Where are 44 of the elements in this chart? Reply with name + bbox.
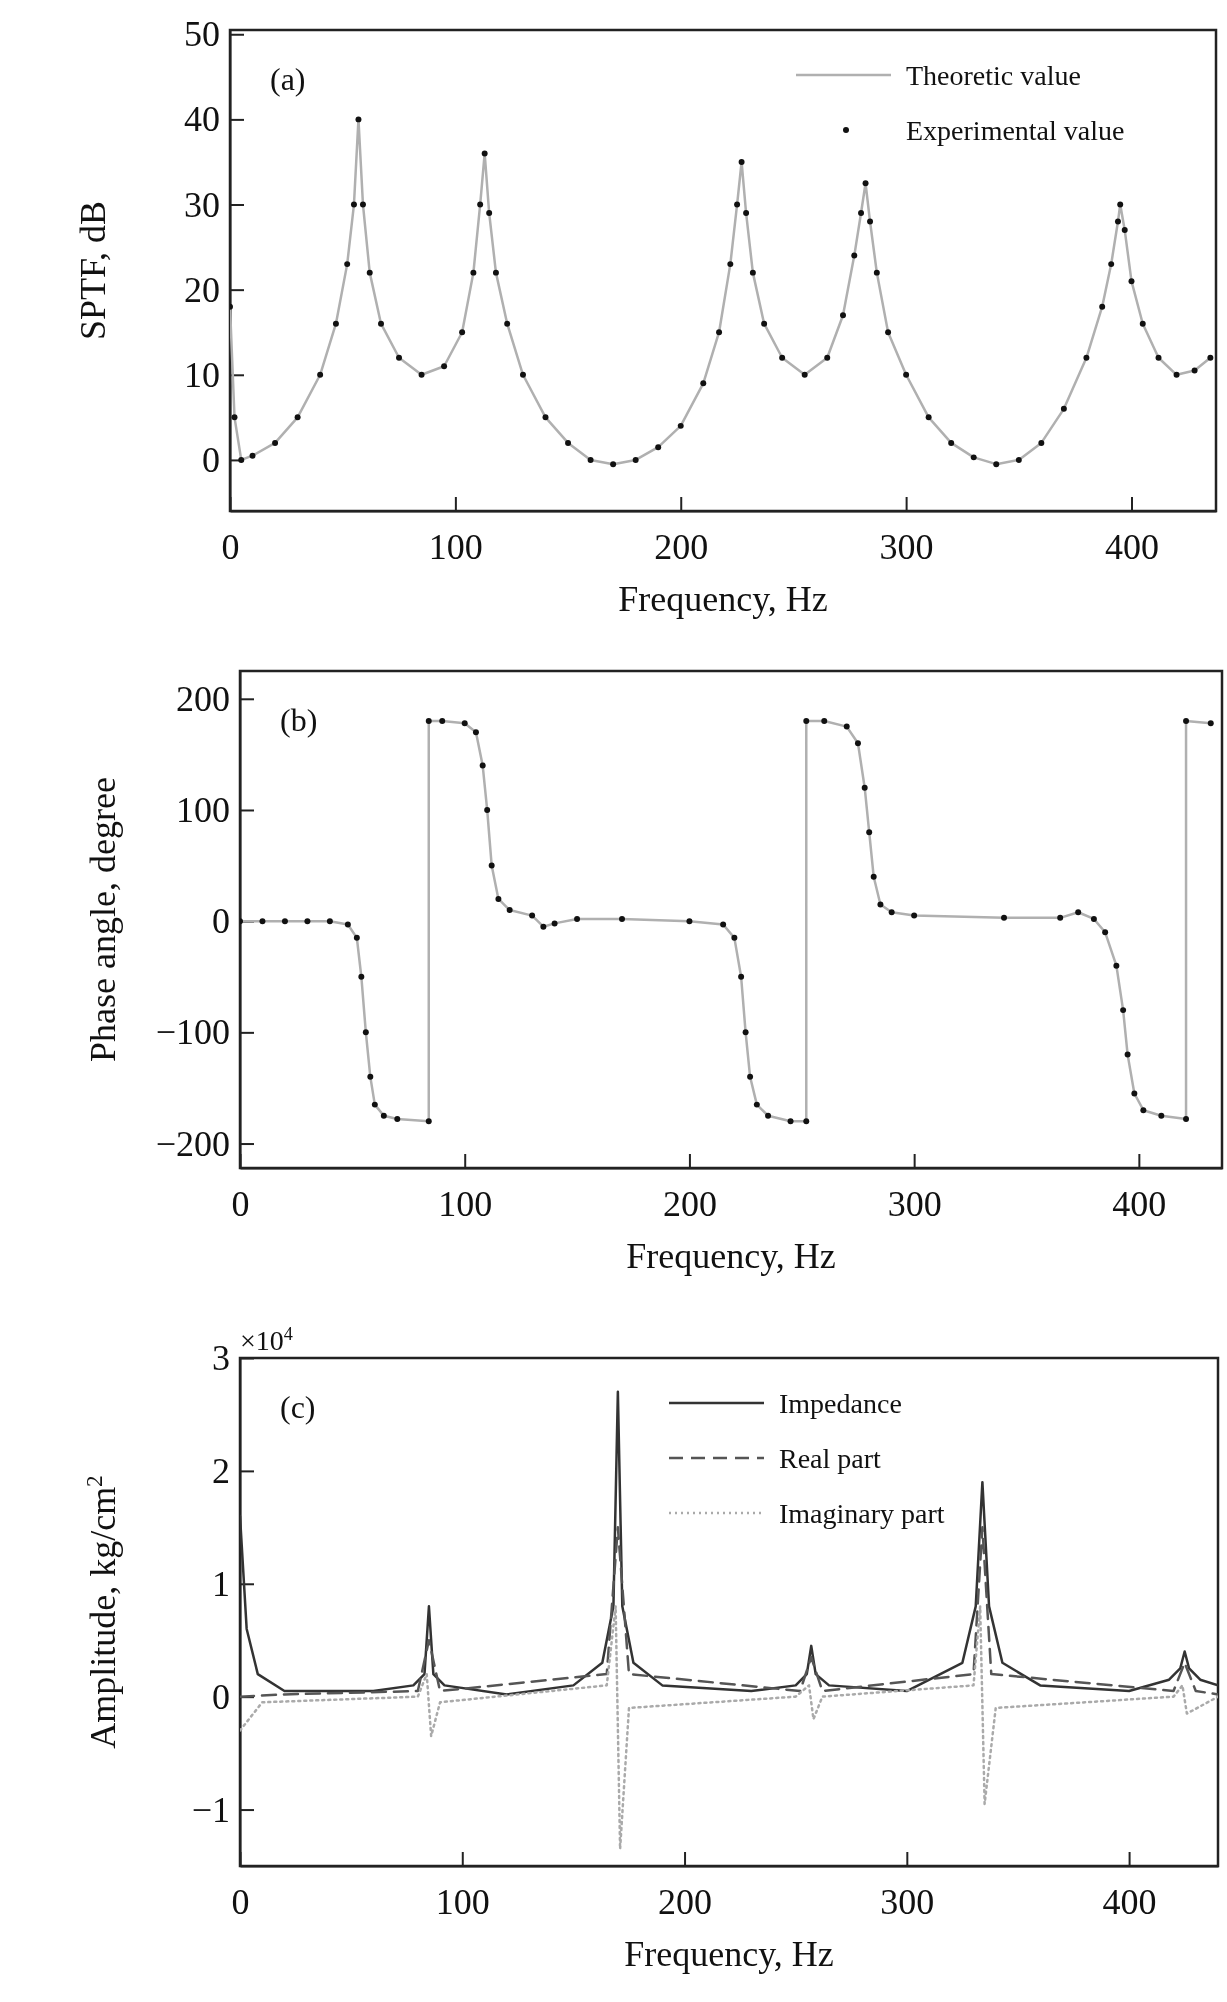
legend-label: Real part xyxy=(779,1443,882,1474)
x-tick-label: 400 xyxy=(1104,526,1159,567)
annotation: (b) xyxy=(280,702,318,738)
y-tick-label: 10 xyxy=(184,354,220,395)
x-tick-label: 100 xyxy=(438,1183,493,1224)
legend-label: Experimental value xyxy=(906,115,1125,146)
x-tick-label: 400 xyxy=(1102,1881,1157,1922)
y-tick-label: 0 xyxy=(212,901,230,942)
x-tick-label: 300 xyxy=(879,526,934,567)
y-tick-label: −200 xyxy=(155,1123,230,1164)
x-tick-label: 300 xyxy=(880,1881,935,1922)
annotation: (a) xyxy=(270,61,306,97)
legend-label: Imaginary part xyxy=(779,1498,945,1529)
y-tick-label: −1 xyxy=(191,1789,230,1830)
x-tick-label: 400 xyxy=(1112,1183,1167,1224)
annotation: (c) xyxy=(280,1389,316,1425)
x-axis-title: Frequency, Hz xyxy=(626,1236,836,1276)
y-tick-label: 200 xyxy=(176,678,230,719)
x-axis-title: Frequency, Hz xyxy=(624,1934,834,1974)
x-tick-label: 200 xyxy=(654,526,709,567)
x-tick-label: 100 xyxy=(435,1881,490,1922)
y-tick-label: 30 xyxy=(184,184,220,225)
x-axis-title: Frequency, Hz xyxy=(618,579,828,619)
y-tick-label: 1 xyxy=(212,1563,230,1604)
y-tick-label: 0 xyxy=(212,1676,230,1717)
x-tick-label: 200 xyxy=(662,1183,717,1224)
line-series xyxy=(240,1605,1218,1851)
line-series xyxy=(240,1390,1218,1696)
y-tick-label: 20 xyxy=(184,269,220,310)
x-tick-label: 200 xyxy=(658,1881,713,1922)
text: ×10$^{4}$ xyxy=(240,1324,293,1356)
x-tick-label: 300 xyxy=(887,1183,942,1224)
y-axis-title: Phase angle, degree xyxy=(83,777,123,1062)
y-axis-title: SPTF, dB xyxy=(73,200,113,341)
y-tick-label: 0 xyxy=(202,439,220,480)
y-tick-label: 3 xyxy=(212,1338,230,1379)
x-tick-label: 100 xyxy=(428,526,483,567)
legend-label: Impedance xyxy=(779,1388,902,1419)
y-tick-label: 2 xyxy=(212,1450,230,1491)
y-tick-label: 50 xyxy=(184,14,220,55)
y-tick-label: 100 xyxy=(176,790,230,830)
y-tick-label: −100 xyxy=(155,1012,230,1053)
y-tick-label: 40 xyxy=(184,99,220,140)
legend-label: Theoretic value xyxy=(906,60,1081,91)
